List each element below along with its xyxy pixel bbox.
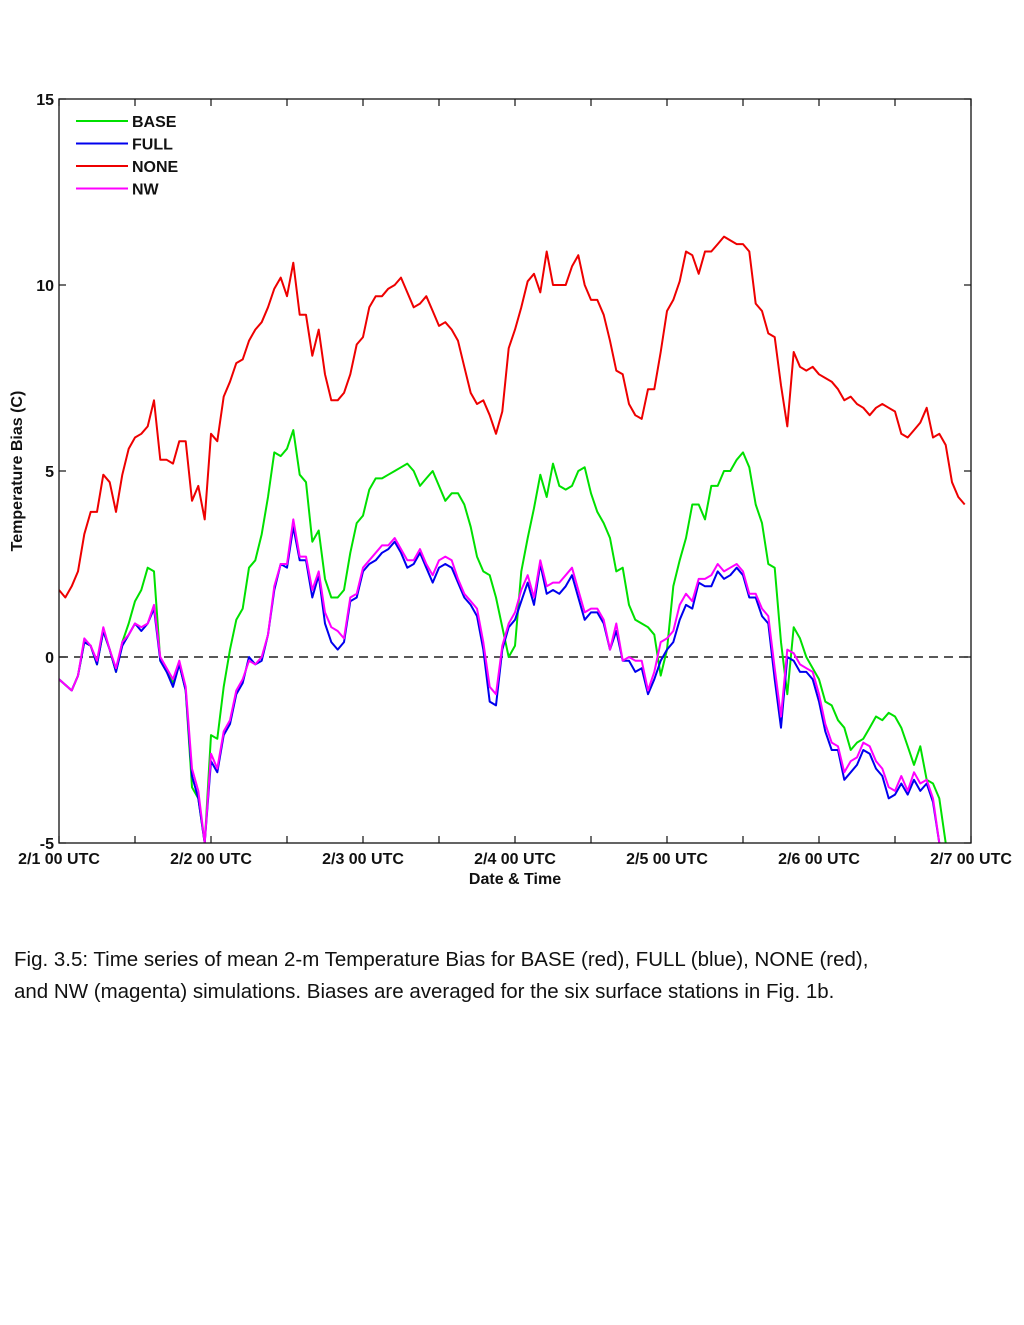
x-tick-label: 2/3 00 UTC [322, 851, 404, 868]
y-tick-label: 5 [45, 464, 54, 481]
legend-label-full: FULL [132, 137, 173, 154]
x-tick-label: 2/7 00 UTC [930, 851, 1012, 868]
x-tick-label: 2/5 00 UTC [626, 851, 708, 868]
x-tick-label: 2/1 00 UTC [18, 851, 100, 868]
x-tick-label: 2/4 00 UTC [474, 851, 556, 868]
caption-line-1: Fig. 3.5: Time series of mean 2-m Temper… [14, 948, 869, 971]
figure-caption: Fig. 3.5: Time series of mean 2-m Temper… [14, 944, 1014, 1008]
y-tick-label: 10 [36, 278, 54, 295]
legend-label-base: BASE [132, 114, 177, 131]
series-line-none [59, 235, 966, 599]
y-tick-label: 15 [36, 92, 54, 109]
x-tick-label: 2/2 00 UTC [170, 851, 252, 868]
caption-line-2: and NW (magenta) simulations. Biases are… [14, 980, 835, 1003]
series-line-base [59, 429, 947, 843]
plot-area-frame [58, 98, 972, 844]
series-lines [59, 235, 966, 843]
legend: BASE FULL NONE NW [76, 114, 179, 199]
x-tick-label: 2/6 00 UTC [778, 851, 860, 868]
y-axis-title: Temperature Bias (C) [9, 391, 26, 552]
axis-ticks [58, 98, 972, 844]
temperature-bias-chart: -5 0 5 10 15 2/1 00 UTC 2/2 00 UTC 2/3 00 UTC 2/… [9, 92, 1012, 888]
legend-label-none: NONE [132, 159, 179, 176]
x-axis-title: Date & Time [469, 871, 561, 888]
y-tick-label: -5 [40, 836, 54, 853]
series-line-nw [59, 518, 941, 843]
legend-label-nw: NW [132, 182, 160, 199]
y-tick-label: 0 [45, 650, 54, 667]
series-line-full [59, 525, 941, 843]
tick-labels: -5 0 5 10 15 2/1 00 UTC 2/2 00 UTC 2/3 00 UTC 2/… [18, 92, 1012, 868]
